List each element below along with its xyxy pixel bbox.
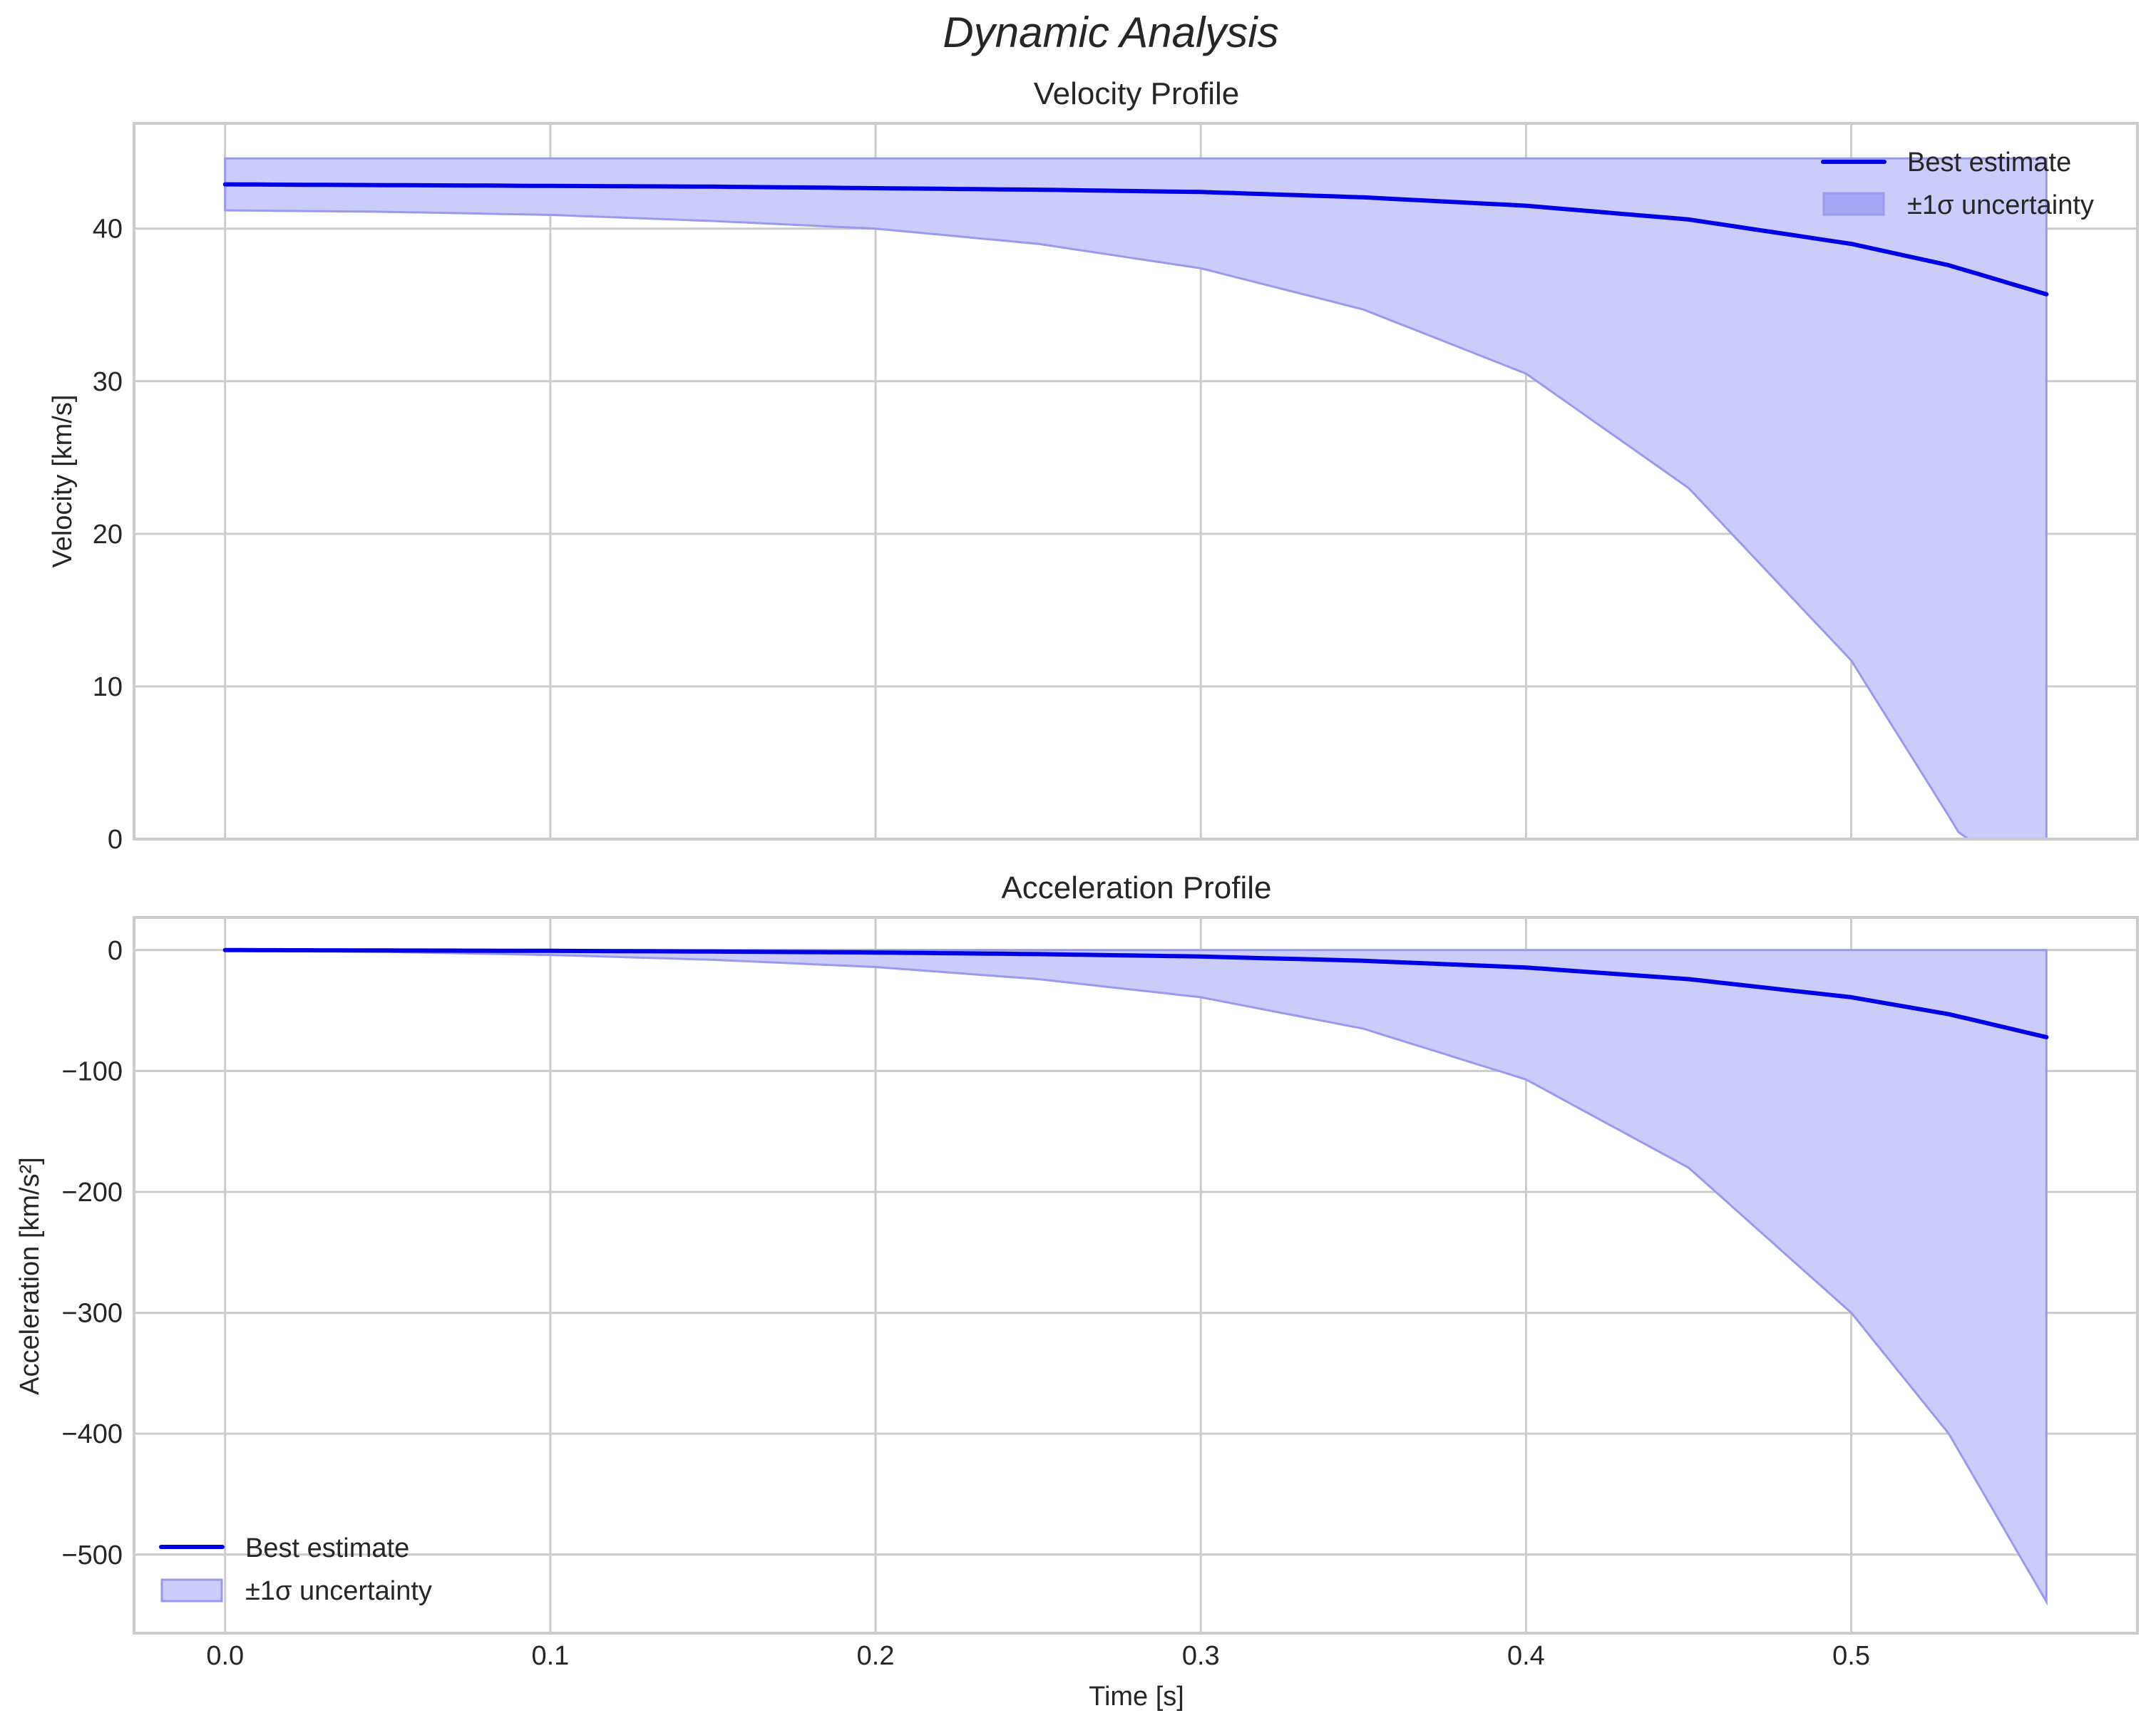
x-tick-label: 0.2 [857, 1641, 895, 1671]
y-tick-label: −500 [61, 1541, 123, 1570]
y-tick-label: 40 [93, 215, 123, 245]
x-tick-label: 0.1 [531, 1641, 569, 1671]
x-tick-label: 0.0 [206, 1641, 244, 1671]
legend-label-best-estimate: Best estimate [245, 1533, 409, 1563]
velocity-best-estimate-line [222, 182, 2049, 297]
velocity-axes-frame [133, 122, 2139, 840]
y-tick-label: 10 [93, 672, 123, 702]
y-tick-label: −200 [61, 1178, 123, 1208]
acceleration-best-estimate-line [222, 947, 2049, 1039]
velocity-panel: Velocity Profile 0 10 20 30 40 Velocity [km/… [48, 76, 2139, 855]
velocity-panel-title: Velocity Profile [1034, 76, 1240, 111]
y-tick-label: −300 [61, 1299, 123, 1329]
y-tick-label: −400 [61, 1419, 123, 1449]
x-tick-label: 0.5 [1832, 1641, 1870, 1671]
velocity-y-tick-labels: 0 10 20 30 40 [93, 215, 123, 855]
acceleration-uncertainty-band [225, 949, 2048, 1606]
velocity-y-axis-label: Velocity [km/s] [48, 395, 78, 568]
y-tick-label: −100 [61, 1056, 123, 1086]
acceleration-panel-title: Acceleration Profile [1001, 870, 1271, 905]
legend-band-swatch [1822, 192, 1885, 216]
acceleration-axes-frame [133, 916, 2139, 1635]
y-tick-label: 0 [108, 936, 123, 966]
velocity-uncertainty-band [224, 157, 2048, 840]
y-tick-label: 30 [93, 367, 123, 397]
x-tick-label: 0.4 [1507, 1641, 1545, 1671]
acceleration-panel: Acceleration Profile 0 −100 −200 −300 −400 −5… [15, 870, 2139, 1712]
legend-label-uncertainty: ±1σ uncertainty [1907, 190, 2094, 220]
y-tick-label: 0 [108, 825, 123, 855]
figure-title: Dynamic Analysis [943, 9, 1278, 56]
legend-label-best-estimate: Best estimate [1907, 148, 2071, 178]
legend-label-uncertainty: ±1σ uncertainty [245, 1576, 432, 1606]
acceleration-legend: Best estimate ±1σ uncertainty [159, 1533, 432, 1606]
x-axis-label: Time [s] [1089, 1682, 1184, 1712]
x-tick-label: 0.3 [1182, 1641, 1220, 1671]
velocity-legend: Best estimate ±1σ uncertainty [1821, 148, 2094, 220]
legend-band-swatch [160, 1578, 223, 1603]
y-tick-label: 20 [93, 520, 123, 550]
acceleration-y-axis-label: Acceleration [km/s²] [15, 1157, 45, 1395]
acceleration-y-tick-labels: 0 −100 −200 −300 −400 −500 [61, 936, 123, 1570]
x-tick-labels: 0.0 0.1 0.2 0.3 0.4 0.5 [206, 1641, 1870, 1671]
